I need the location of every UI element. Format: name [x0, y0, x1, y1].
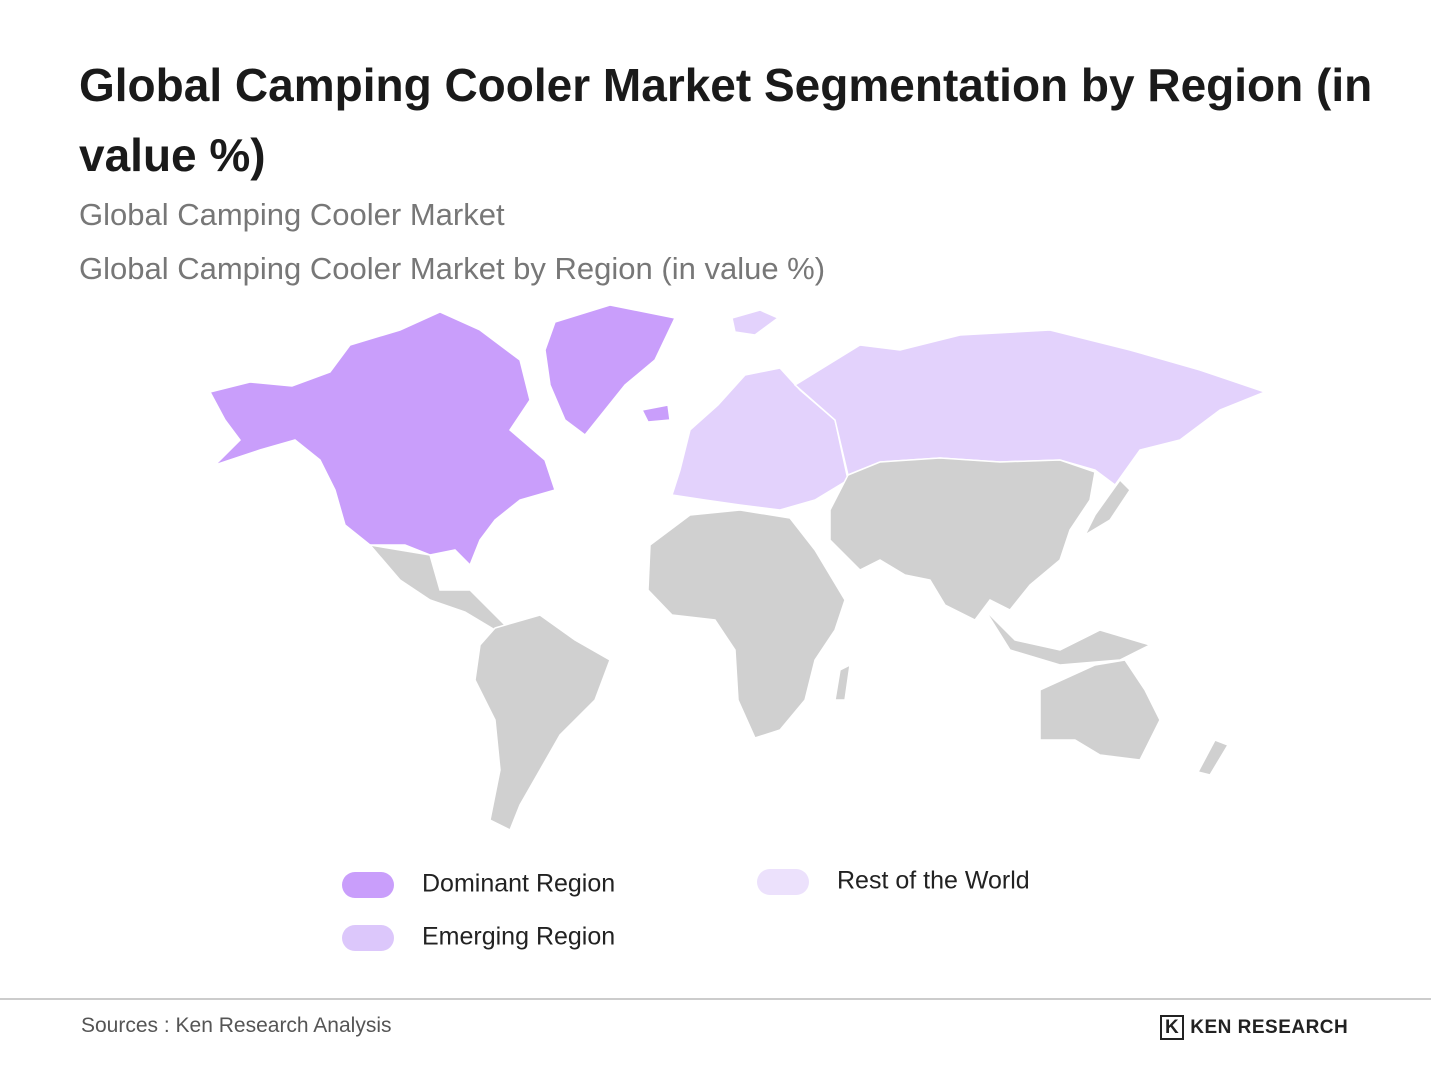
- south-america: [474, 614, 611, 832]
- subtitle: Global Camping Cooler Market: [79, 197, 505, 232]
- logo-icon: K: [1160, 1015, 1185, 1040]
- title: Global Camping Cooler Market Segmentatio…: [79, 59, 1373, 181]
- indonesia: [984, 609, 1153, 666]
- madagascar: [834, 663, 851, 701]
- logo-text: KEN RESEARCH: [1190, 1017, 1349, 1038]
- source: Sources : Ken Research Analysis: [81, 1014, 392, 1037]
- legend-swatch: [342, 925, 394, 951]
- greenland: [544, 304, 677, 437]
- legend-swatch: [342, 872, 394, 898]
- asia: [829, 457, 1096, 621]
- legend-swatch: [757, 869, 809, 895]
- iceland: [640, 404, 671, 423]
- new-zealand: [1196, 739, 1230, 776]
- legend-label: Emerging Region: [422, 923, 615, 951]
- australia: [1039, 659, 1161, 761]
- north-america: [208, 311, 556, 567]
- svalbard: [731, 309, 780, 336]
- japan: [1083, 478, 1131, 537]
- logo: K KEN RESEARCH: [1160, 1015, 1349, 1040]
- subtitle: Global Camping Cooler Market by Region (…: [79, 251, 826, 286]
- legend: Dominant Region Emerging Region Rest of th…: [342, 867, 1030, 951]
- central-america: [368, 543, 507, 631]
- legend-label: Dominant Region: [422, 870, 615, 898]
- legend-label: Rest of the World: [837, 867, 1030, 895]
- africa: [647, 509, 846, 739]
- world-map: [208, 304, 1268, 832]
- footer-rule: [0, 998, 1431, 1000]
